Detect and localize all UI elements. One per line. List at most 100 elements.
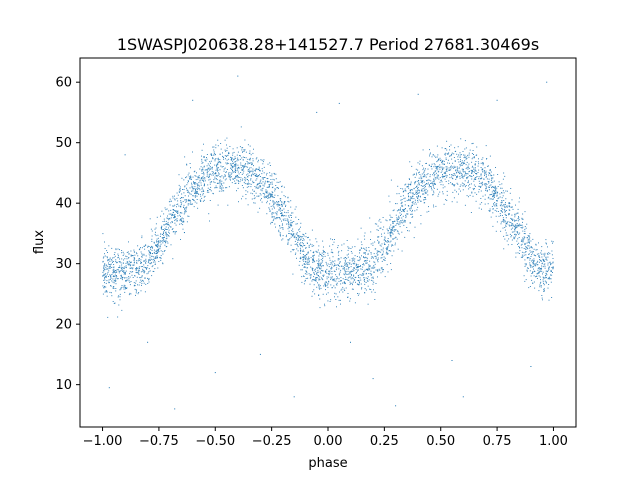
scatter-point bbox=[209, 168, 211, 170]
scatter-point bbox=[484, 183, 486, 185]
scatter-point bbox=[181, 219, 183, 221]
scatter-point bbox=[200, 200, 202, 202]
scatter-point bbox=[150, 248, 152, 250]
scatter-point bbox=[258, 159, 259, 161]
scatter-point bbox=[463, 183, 465, 185]
scatter-point bbox=[541, 256, 543, 258]
scatter-point bbox=[463, 175, 465, 177]
scatter-point bbox=[330, 299, 332, 301]
scatter-point bbox=[453, 165, 455, 167]
scatter-point bbox=[425, 183, 427, 185]
scatter-point bbox=[345, 276, 347, 278]
scatter-point bbox=[244, 178, 246, 180]
scatter-point bbox=[279, 232, 281, 234]
scatter-point bbox=[320, 272, 322, 274]
scatter-point bbox=[159, 245, 161, 247]
scatter-point bbox=[154, 268, 156, 270]
scatter-point bbox=[409, 209, 411, 211]
scatter-point bbox=[460, 184, 462, 186]
scatter-point bbox=[154, 252, 156, 254]
scatter-point bbox=[541, 263, 543, 265]
scatter-point bbox=[268, 207, 270, 209]
scatter-point bbox=[488, 174, 490, 176]
scatter-point bbox=[354, 263, 356, 265]
scatter-point bbox=[287, 228, 289, 230]
scatter-point bbox=[433, 166, 435, 168]
scatter-point bbox=[338, 254, 340, 256]
scatter-point bbox=[166, 208, 168, 210]
scatter-point bbox=[249, 171, 251, 173]
scatter-point bbox=[189, 193, 191, 195]
scatter-point bbox=[174, 198, 176, 200]
scatter-point bbox=[506, 223, 508, 225]
scatter-point bbox=[108, 279, 110, 281]
scatter-point bbox=[201, 158, 203, 160]
scatter-point bbox=[551, 274, 553, 276]
scatter-point bbox=[491, 186, 493, 188]
x-tick-label: 0.75 bbox=[483, 434, 512, 449]
scatter-point bbox=[220, 148, 222, 150]
scatter-point bbox=[256, 157, 258, 159]
scatter-point bbox=[338, 278, 340, 280]
scatter-point bbox=[331, 287, 333, 289]
scatter-point bbox=[181, 217, 183, 219]
scatter-point bbox=[490, 184, 492, 186]
scatter-point bbox=[338, 258, 340, 260]
scatter-point bbox=[440, 159, 442, 161]
scatter-point bbox=[230, 156, 231, 158]
scatter-point bbox=[361, 274, 363, 276]
scatter-point bbox=[143, 271, 145, 273]
scatter-point bbox=[214, 178, 216, 180]
scatter-point bbox=[136, 252, 137, 254]
scatter-point bbox=[351, 260, 353, 262]
scatter-point bbox=[340, 280, 342, 282]
scatter-point bbox=[221, 182, 223, 184]
scatter-point bbox=[111, 259, 113, 261]
scatter-point bbox=[170, 213, 172, 215]
scatter-point bbox=[324, 282, 326, 284]
scatter-point bbox=[276, 187, 278, 189]
scatter-point bbox=[247, 162, 249, 164]
scatter-point bbox=[462, 151, 464, 152]
scatter-point bbox=[510, 217, 512, 219]
scatter-point bbox=[121, 276, 123, 278]
scatter-point bbox=[422, 149, 424, 151]
scatter-point bbox=[102, 257, 104, 259]
scatter-point bbox=[411, 198, 413, 200]
scatter-point bbox=[431, 187, 432, 189]
scatter-point bbox=[356, 267, 358, 269]
scatter-point bbox=[215, 187, 217, 189]
scatter-point bbox=[283, 201, 285, 202]
scatter-point bbox=[335, 293, 337, 295]
scatter-point bbox=[382, 249, 384, 251]
scatter-point bbox=[317, 249, 319, 251]
scatter-point bbox=[108, 264, 110, 265]
scatter-point bbox=[241, 169, 243, 170]
scatter-point bbox=[488, 178, 490, 180]
scatter-point bbox=[518, 216, 519, 218]
scatter-point bbox=[116, 275, 117, 276]
scatter-point bbox=[165, 241, 166, 243]
scatter-point bbox=[318, 255, 320, 257]
scatter-point bbox=[108, 262, 109, 264]
scatter-point bbox=[247, 204, 249, 206]
scatter-point bbox=[156, 256, 158, 258]
scatter-point bbox=[411, 201, 413, 203]
scatter-point bbox=[263, 172, 265, 174]
scatter-point bbox=[484, 184, 486, 186]
scatter-point bbox=[219, 179, 221, 181]
scatter-point bbox=[277, 205, 279, 207]
scatter-point bbox=[468, 156, 470, 158]
scatter-point bbox=[498, 215, 500, 217]
scatter-point bbox=[214, 173, 216, 175]
scatter-point bbox=[538, 290, 540, 292]
scatter-point bbox=[147, 341, 149, 343]
scatter-point bbox=[297, 239, 299, 241]
scatter-point bbox=[114, 255, 116, 257]
scatter-point bbox=[382, 217, 384, 218]
scatter-point bbox=[151, 230, 153, 232]
scatter-point bbox=[448, 167, 450, 169]
scatter-point bbox=[444, 178, 446, 180]
scatter-point bbox=[303, 263, 305, 265]
scatter-point bbox=[541, 297, 543, 299]
